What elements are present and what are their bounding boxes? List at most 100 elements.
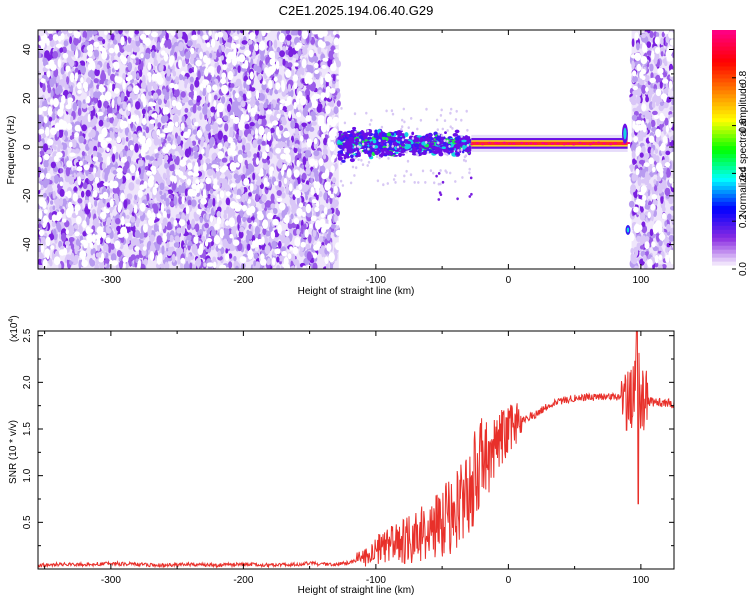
noise-cell	[312, 55, 319, 62]
noise-cell	[332, 177, 337, 184]
noise-gap	[331, 127, 338, 134]
noise-cell	[200, 140, 204, 147]
noise-cell	[125, 136, 129, 142]
noise-gap	[301, 30, 309, 40]
noise-cell	[97, 156, 104, 163]
noise-cell	[238, 135, 242, 141]
noise-gap	[211, 164, 218, 169]
noise-cell	[206, 207, 210, 213]
noise-cell	[205, 30, 209, 34]
noise-gap	[43, 209, 48, 214]
noise-cell	[129, 92, 135, 99]
noise-cell	[73, 186, 78, 192]
noise-gap	[279, 99, 286, 104]
noise-cell	[246, 82, 250, 92]
noise-gap	[87, 201, 92, 210]
noise-cell	[314, 169, 319, 180]
noise-gap	[69, 72, 75, 83]
noise-gap	[249, 32, 256, 41]
noise-gap	[122, 256, 128, 263]
noise-cell	[166, 40, 172, 50]
noise-cell	[138, 160, 144, 167]
noise-gap	[320, 76, 324, 86]
noise-cell	[242, 165, 247, 175]
noise-gap	[86, 96, 91, 104]
noise-cell	[132, 45, 138, 53]
noise-cell	[215, 170, 221, 177]
noise-gap	[109, 180, 115, 189]
noise-cell	[246, 150, 252, 158]
noise-gap	[293, 82, 298, 90]
noise-gap	[118, 201, 123, 211]
noise-cell	[184, 107, 189, 113]
noise-cell	[49, 77, 55, 88]
noise-gap	[130, 54, 136, 59]
noise-gap	[80, 77, 84, 84]
noise-cell	[236, 214, 241, 224]
noise-cell	[191, 218, 196, 228]
noise-cell	[106, 228, 112, 234]
noise-cell	[262, 227, 267, 236]
noise-gap	[108, 47, 115, 54]
noise-cell	[86, 219, 90, 226]
noise-cell	[224, 42, 231, 47]
noise-gap	[262, 219, 269, 230]
noise-gap	[318, 158, 324, 167]
noise-gap	[333, 185, 338, 194]
noise-cell	[190, 199, 197, 207]
noise-gap	[268, 50, 276, 59]
noise-cell	[271, 240, 277, 250]
noise-cell	[164, 40, 168, 48]
noise-cell	[254, 30, 259, 36]
noise-cell	[261, 194, 267, 203]
noise-cell	[61, 232, 67, 242]
noise-gap	[281, 167, 285, 177]
noise-cell	[115, 218, 121, 225]
noise-gap	[92, 189, 98, 198]
noise-gap	[320, 92, 327, 99]
noise-cell	[304, 104, 309, 111]
noise-cell	[128, 256, 132, 267]
noise-gap	[106, 147, 110, 153]
noise-gap	[140, 93, 146, 102]
noise-cell	[217, 130, 223, 141]
noise-cell	[184, 33, 188, 44]
noise-gap	[328, 218, 332, 227]
noise-gap	[298, 202, 304, 208]
noise-cell	[209, 188, 214, 194]
noise-cell	[197, 30, 201, 35]
noise-cell	[157, 122, 162, 128]
noise-cell	[258, 102, 265, 112]
noise-gap	[212, 261, 217, 269]
noise-gap	[154, 148, 158, 154]
noise-cell	[305, 167, 311, 175]
noise-gap	[278, 202, 286, 211]
noise-cell	[86, 30, 92, 36]
noise-cell	[234, 107, 241, 115]
noise-gap	[299, 95, 307, 106]
noise-gap	[305, 203, 312, 214]
noise-gap	[274, 248, 281, 255]
noise-cell	[118, 256, 123, 262]
noise-cell	[171, 163, 175, 172]
noise-cell	[187, 40, 193, 47]
noise-gap	[75, 205, 79, 216]
noise-cell	[250, 216, 255, 221]
noise-cell	[125, 214, 130, 220]
noise-gap	[204, 240, 209, 247]
noise-gap	[122, 79, 126, 90]
noise-cell	[38, 133, 42, 142]
noise-gap	[76, 82, 82, 90]
noise-gap	[254, 134, 259, 139]
noise-cell	[156, 235, 162, 245]
noise-cell	[122, 73, 126, 80]
noise-gap	[240, 118, 244, 126]
noise-gap	[195, 59, 202, 67]
noise-cell	[153, 92, 158, 99]
noise-cell	[185, 51, 191, 60]
noise-cell	[102, 120, 107, 127]
noise-gap	[43, 215, 48, 225]
noise-gap	[213, 100, 217, 107]
noise-gap	[212, 84, 218, 91]
noise-gap	[280, 153, 287, 160]
